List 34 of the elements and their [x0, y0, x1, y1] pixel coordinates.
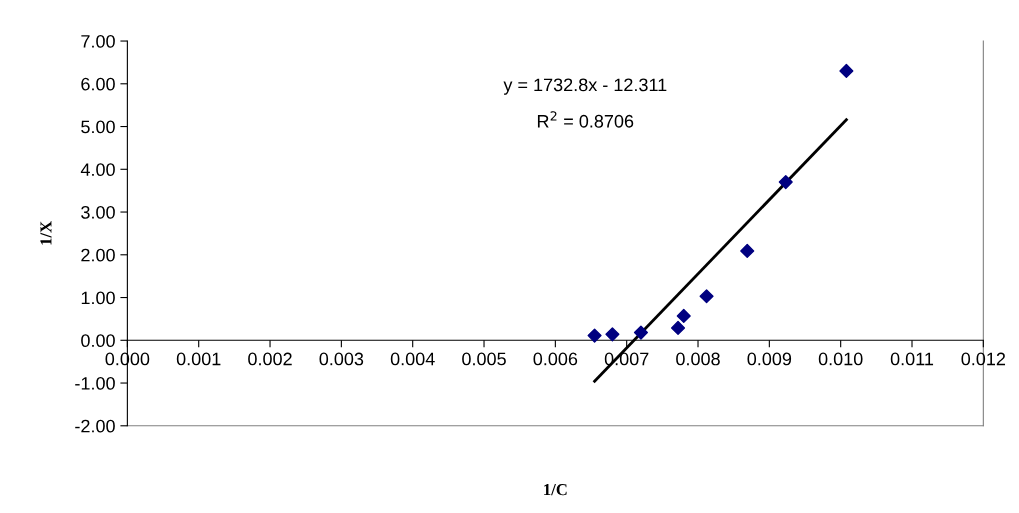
x-tick-label: 0.001 [176, 352, 221, 366]
y-tick-label: -2.00 [75, 419, 115, 433]
y-tick-label: 2.00 [81, 248, 115, 262]
y-tick-label: -1.00 [75, 376, 115, 390]
point [676, 308, 691, 323]
x-tick-label: 0.003 [319, 352, 364, 366]
y-tick-label: 7.00 [81, 34, 115, 48]
point [839, 63, 854, 79]
x-tick-label: 0.010 [818, 352, 863, 366]
annotation: y = 1732.8x - 12.311 [503, 78, 667, 95]
x-tick-label: 0.009 [747, 352, 792, 366]
x-tick-label: 0.002 [248, 352, 292, 366]
y-tick-label: 6.00 [81, 77, 115, 91]
point [605, 327, 620, 342]
y-tick-label: 5.00 [81, 120, 115, 134]
x-tick-label: 0.008 [676, 352, 720, 366]
point [699, 289, 714, 304]
y-tick-label: 4.00 [80, 163, 115, 177]
y-axis-title: 1/X [40, 221, 52, 245]
point [633, 325, 649, 340]
x-axis-title: 1/C [544, 484, 567, 496]
x-tick-label: 0.006 [533, 352, 578, 366]
point [740, 243, 755, 259]
x-tick-label: 0.005 [462, 352, 506, 366]
point [670, 320, 686, 335]
y-tick-label: 3.00 [81, 205, 115, 219]
point [587, 328, 602, 343]
y-tick-label: 0.00 [81, 334, 115, 348]
point [778, 175, 793, 190]
x-tick-label: 0.011 [890, 352, 934, 366]
y-tick-label: 1.00 [81, 291, 115, 305]
annotation: R$^{2}$ = 0.8706 [537, 111, 634, 128]
x-tick-label: 0.012 [961, 352, 1006, 366]
x-tick-label: 0.004 [390, 352, 435, 366]
